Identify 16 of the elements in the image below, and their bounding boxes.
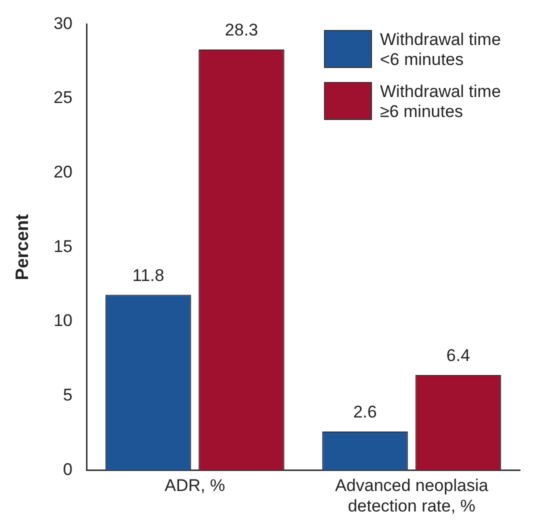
y-tick-label: 15	[54, 236, 73, 256]
x-tick-label: ADR, %	[164, 476, 226, 496]
y-tick-label: 25	[54, 88, 73, 108]
data-label: 28.3	[224, 20, 258, 40]
y-tick-label: 5	[63, 386, 73, 405]
data-label: 2.6	[353, 402, 377, 422]
y-axis-title: Percent	[12, 214, 32, 280]
y-tick-label: 20	[54, 162, 73, 182]
data-label: 6.4	[446, 346, 470, 366]
y-tick-label: 30	[54, 14, 73, 33]
data-label: 11.8	[132, 266, 164, 285]
legend-label: Withdrawal time ≥6 minutes	[380, 82, 501, 122]
legend-label: Withdrawal time <6 minutes	[380, 30, 501, 70]
y-tick-label: 10	[54, 311, 73, 330]
x-tick-label: Advanced neoplasia detection rate, %	[335, 476, 489, 516]
y-tick-label: 0	[63, 460, 73, 479]
